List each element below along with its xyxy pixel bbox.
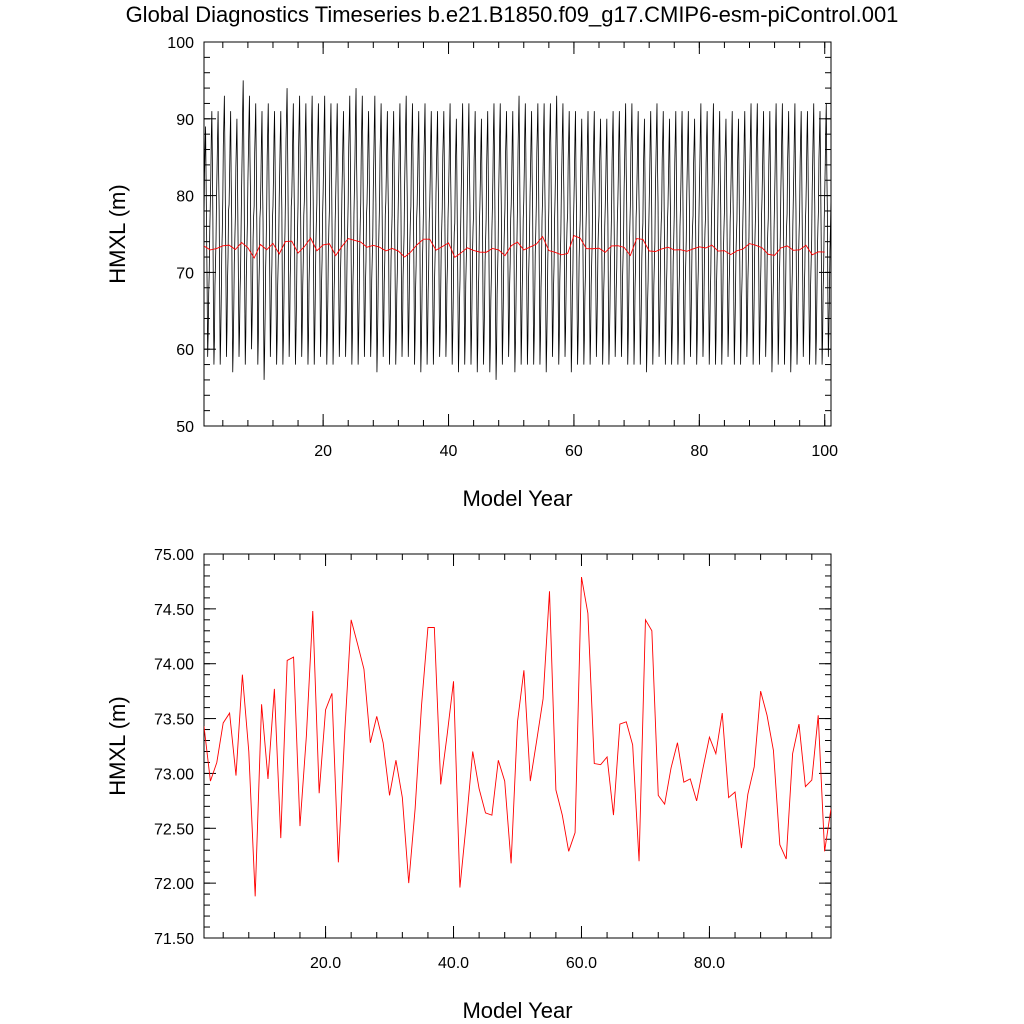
plot-frame xyxy=(203,41,832,427)
plot-frame xyxy=(203,553,832,939)
y-tick-label: 73.00 xyxy=(154,766,194,783)
x-tick-label: 20.0 xyxy=(310,955,341,972)
x-tick-label: 80.0 xyxy=(694,955,725,972)
figure-title: Global Diagnostics Timeseries b.e21.B185… xyxy=(126,2,899,27)
y-tick-label: 71.50 xyxy=(154,931,194,948)
annual-mean-hmxl-line xyxy=(204,576,831,897)
y-axis-label: HMXL (m) xyxy=(105,696,130,795)
top-panel: 50 60 70 80 90 100 20 40 60 80 100 Model Year HMXL (… xyxy=(105,35,838,511)
y-tick-label: 72.50 xyxy=(154,821,194,838)
y-tick-label: 72.00 xyxy=(154,876,194,893)
y-tick-label: 80 xyxy=(176,189,194,206)
x-tick-label: 40 xyxy=(440,443,458,460)
x-tick-label: 40.0 xyxy=(438,955,469,972)
y-tick-label: 50 xyxy=(176,419,194,436)
x-tick-label: 100 xyxy=(811,443,838,460)
x-tick-label: 20 xyxy=(314,443,332,460)
y-tick-label: 100 xyxy=(167,35,194,52)
y-tick-label: 70 xyxy=(176,265,194,282)
x-tick-label: 60.0 xyxy=(566,955,597,972)
x-tick-label: 80 xyxy=(690,443,708,460)
x-axis-label: Model Year xyxy=(462,998,572,1023)
y-tick-label: 90 xyxy=(176,112,194,129)
y-tick-label: 74.00 xyxy=(154,657,194,674)
y-tick-label: 75.00 xyxy=(154,547,194,564)
y-tick-label: 60 xyxy=(176,342,194,359)
x-axis-label: Model Year xyxy=(462,486,572,511)
y-tick-label: 74.50 xyxy=(154,602,194,619)
annual-mean-hmxl-line xyxy=(204,235,825,259)
bottom-panel: 71.50 72.00 72.50 73.00 73.50 74.00 74.50 75.00… xyxy=(105,547,832,1023)
x-tick-label: 60 xyxy=(565,443,583,460)
monthly-hmxl-line xyxy=(204,80,831,380)
y-axis-label: HMXL (m) xyxy=(105,184,130,283)
y-tick-label: 73.50 xyxy=(154,712,194,729)
